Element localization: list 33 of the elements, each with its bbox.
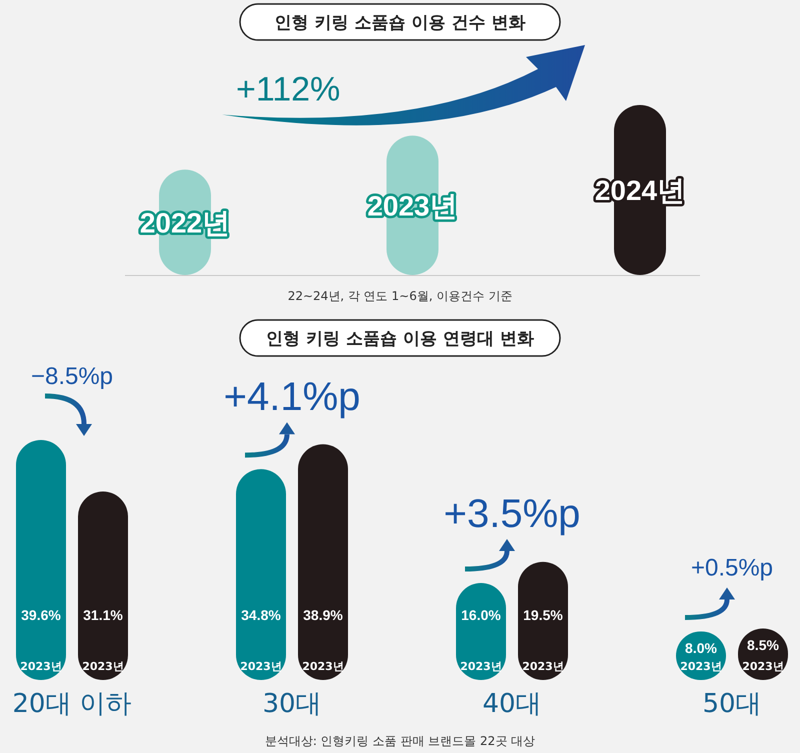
data-label: 38.9% xyxy=(303,607,344,623)
text: 2023년 xyxy=(742,660,784,673)
text: +4.1%p xyxy=(224,375,360,420)
bar xyxy=(16,440,66,680)
text: 2023년 xyxy=(20,660,62,673)
text: 2023년 xyxy=(302,660,344,673)
data-label: 39.6% xyxy=(21,607,62,623)
x-tick-label: 40대 xyxy=(482,689,542,719)
data-label: 8.0% xyxy=(685,640,718,656)
annotation: +0.5%p xyxy=(690,554,774,582)
text: 2023년 xyxy=(240,660,282,673)
text: 2023년 xyxy=(460,660,502,673)
data-label: 31.1% xyxy=(83,607,124,623)
data-label: 16.0% xyxy=(461,607,502,623)
x-tick-label: 30대 xyxy=(262,689,322,719)
text: 2023년 xyxy=(82,660,124,673)
series-label: 2023년 xyxy=(680,660,722,673)
x-tick-label: 50대 xyxy=(702,689,762,719)
bar xyxy=(78,492,128,680)
series-label: 2023년 xyxy=(522,660,564,673)
bar xyxy=(298,444,348,680)
annotation: +3.5%p xyxy=(444,492,580,536)
text: −8.5%p xyxy=(30,363,114,390)
x-tick-label: 20대 이하 xyxy=(12,689,132,719)
text: 22~24년, 각 연도 1~6월, 이용건수 기준 xyxy=(288,289,512,303)
data-label: 34.8% xyxy=(241,607,282,623)
annotation: +112% xyxy=(236,70,340,109)
bar xyxy=(236,469,286,680)
chart-title: 인형 키링 소품숍 이용 연령대 변화 xyxy=(266,329,534,349)
data-label: 19.5% xyxy=(523,607,564,623)
data-label: 8.5% xyxy=(747,636,780,653)
chart-title: 인형 키링 소품숍 이용 건수 변화 xyxy=(274,13,526,33)
text: 분석대상: 인형키링 소품 판매 브랜드몰 22곳 대상 xyxy=(264,734,536,748)
